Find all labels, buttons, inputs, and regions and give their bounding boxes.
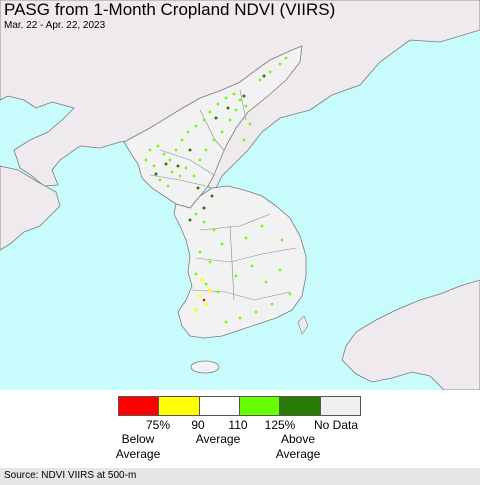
legend-below-average-text: Below Average [115,432,161,461]
legend-swatch-below-75 [118,396,160,416]
legend-swatch-90-110 [198,396,240,416]
legend-swatch-above-125 [279,396,321,416]
legend-above-average-text: Above Average [275,432,321,461]
legend-tick-90: 90 [191,418,205,432]
source-note: Source: NDVI VIIRS at 500-m [4,470,137,481]
legend-no-data-label: No Data [313,418,359,432]
legend-below-average: Below Average [116,432,160,462]
legend-swatch-no-data [319,396,361,416]
date-range: Mar. 22 - Apr. 22, 2023 [4,20,106,31]
legend-tick-75: 75% [145,418,171,432]
japan [341,279,480,390]
south-korea [173,185,307,339]
footer: Source: NDVI VIIRS at 500-m [0,468,480,485]
map-title: PASG from 1-Month Cropland NDVI (VIIRS) [4,0,336,19]
legend-average: Average [195,432,241,446]
ndvi-pixels [144,56,292,324]
ndvi-pixels-very-low [202,298,206,302]
legend-tick-110: 110 [228,418,248,432]
legend-swatch-110-125 [238,396,281,416]
shandong-peninsula [0,165,61,251]
legend-above-average: Above Average [276,432,320,462]
map [0,0,480,390]
legend [118,396,361,416]
north-korea [123,45,303,209]
ndvi-pixels-high [154,74,266,222]
province-borders [149,89,297,301]
legend-tick-125: 125% [264,418,296,432]
tsushima [297,315,309,335]
jeju-island [190,360,220,374]
ndvi-pixels-low [194,278,212,312]
legend-swatch-75-90 [158,396,200,416]
